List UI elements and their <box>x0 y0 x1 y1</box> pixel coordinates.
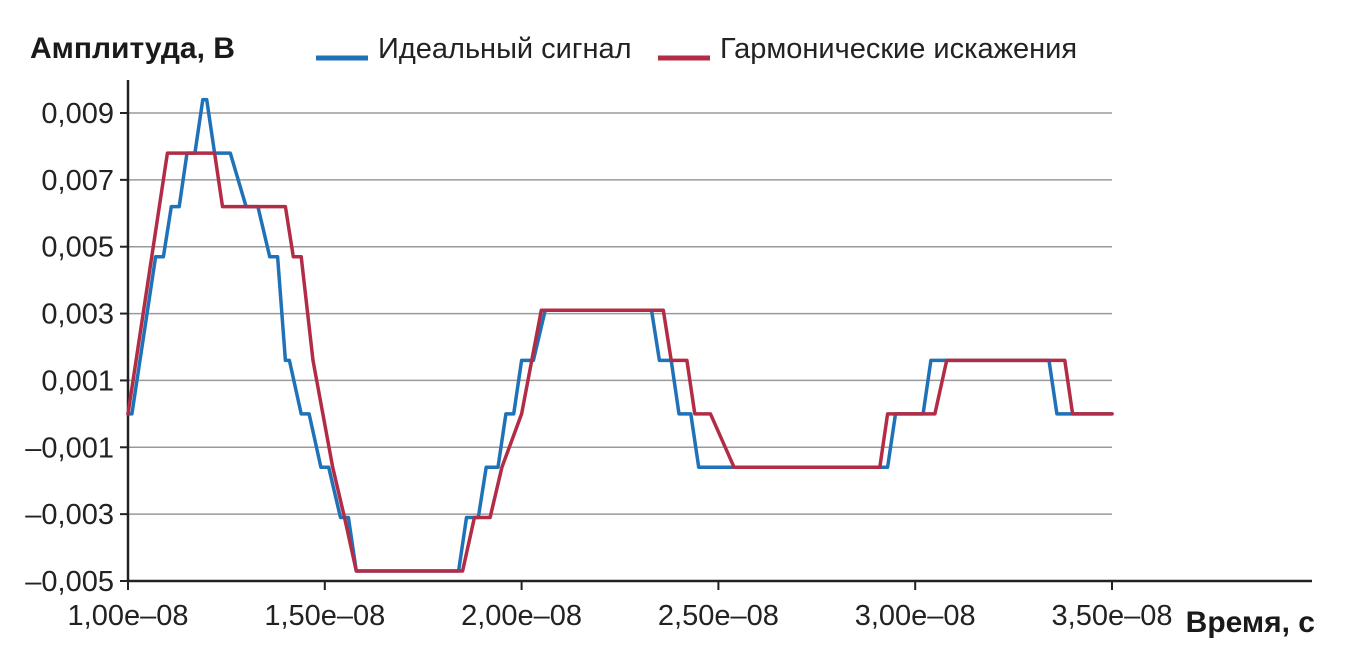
y-tick-label: 0,001 <box>41 365 114 397</box>
axes <box>120 80 1312 590</box>
legend-label-distortion: Гармонические искажения <box>720 33 1077 65</box>
legend: Идеальный сигнал Гармонические искажения <box>316 33 1077 65</box>
x-tick-label: 1,00e–08 <box>68 600 189 632</box>
y-tick-label: –0,003 <box>25 499 114 531</box>
y-tick-label: 0,009 <box>41 98 114 130</box>
x-tick-label: 1,50e–08 <box>264 600 385 632</box>
grid-lines <box>128 112 1112 515</box>
series-line-ideal <box>126 97 1114 573</box>
series-lines <box>126 97 1114 573</box>
series-line-distortion <box>126 151 1114 573</box>
y-tick-label: –0,005 <box>25 566 114 598</box>
x-tick-label: 2,50e–08 <box>658 600 779 632</box>
x-tick-label: 3,50e–08 <box>1052 600 1173 632</box>
y-tick-label: 0,007 <box>41 165 114 197</box>
y-tick-label: –0,001 <box>25 432 114 464</box>
x-axis-label: Время, с <box>1186 606 1315 639</box>
y-tick-label: 0,003 <box>41 299 114 331</box>
y-axis-label: Амплитуда, В <box>30 32 235 65</box>
y-tick-labels: 0,009 0,007 0,005 0,003 0,001 –0,001 –0,003 –0,… <box>25 98 114 598</box>
x-tick-labels: 1,00e–08 1,50e–08 2,00e–08 2,50e–08 3,00e–08… <box>68 600 1173 632</box>
y-tick-label: 0,005 <box>41 232 114 264</box>
x-tick-label: 2,00e–08 <box>461 600 582 632</box>
legend-label-ideal: Идеальный сигнал <box>378 33 632 65</box>
x-tick-label: 3,00e–08 <box>855 600 976 632</box>
